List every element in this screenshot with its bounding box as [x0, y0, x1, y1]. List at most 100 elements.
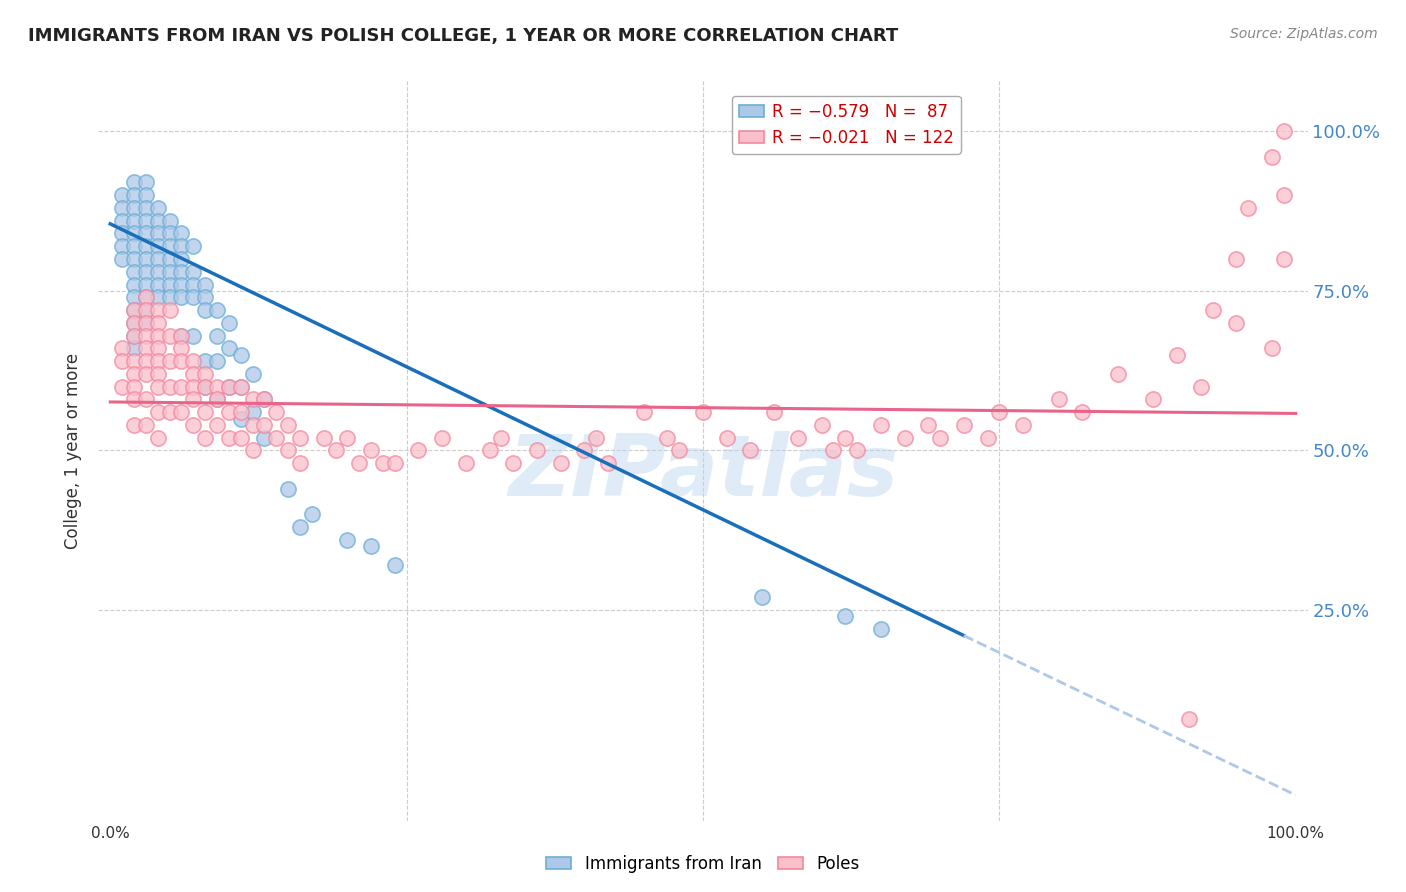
Point [1107, 367, 1129, 381]
Point [159, 328, 181, 343]
Point [1237, 201, 1260, 215]
Point [146, 201, 169, 215]
Point [181, 265, 204, 279]
Point [181, 417, 204, 432]
Point [194, 354, 217, 368]
Point [135, 277, 157, 292]
Point [194, 303, 217, 318]
Point [135, 239, 157, 253]
Point [288, 431, 311, 445]
Point [277, 443, 299, 458]
Point [1272, 188, 1295, 202]
Point [526, 443, 548, 458]
Point [170, 252, 193, 266]
Point [170, 379, 193, 393]
Point [122, 201, 145, 215]
Point [146, 227, 169, 241]
Point [135, 175, 157, 189]
Point [122, 354, 145, 368]
Point [229, 348, 252, 362]
Point [135, 303, 157, 318]
Point [1012, 417, 1035, 432]
Point [1272, 124, 1295, 138]
Point [253, 392, 276, 407]
Point [135, 252, 157, 266]
Point [893, 431, 915, 445]
Point [159, 227, 181, 241]
Point [146, 239, 169, 253]
Point [205, 417, 228, 432]
Point [253, 417, 276, 432]
Point [170, 354, 193, 368]
Point [135, 290, 157, 304]
Point [277, 482, 299, 496]
Point [159, 354, 181, 368]
Point [218, 379, 240, 393]
Point [264, 431, 287, 445]
Point [229, 379, 252, 393]
Point [1178, 712, 1201, 726]
Point [122, 392, 145, 407]
Point [122, 227, 145, 241]
Point [325, 443, 347, 458]
Point [170, 239, 193, 253]
Point [846, 443, 869, 458]
Point [146, 431, 169, 445]
Point [122, 328, 145, 343]
Point [692, 405, 714, 419]
Point [146, 316, 169, 330]
Point [170, 277, 193, 292]
Point [229, 431, 252, 445]
Point [122, 316, 145, 330]
Point [170, 342, 193, 356]
Point [170, 405, 193, 419]
Point [122, 188, 145, 202]
Point [869, 417, 891, 432]
Point [371, 456, 394, 470]
Point [159, 239, 181, 253]
Point [146, 405, 169, 419]
Point [384, 558, 406, 573]
Point [122, 379, 145, 393]
Point [194, 290, 217, 304]
Point [205, 392, 228, 407]
Point [111, 252, 134, 266]
Point [181, 290, 204, 304]
Point [170, 290, 193, 304]
Point [135, 265, 157, 279]
Point [869, 622, 891, 636]
Point [218, 379, 240, 393]
Point [1142, 392, 1164, 407]
Point [598, 456, 620, 470]
Point [181, 354, 204, 368]
Point [159, 303, 181, 318]
Point [834, 431, 856, 445]
Point [159, 405, 181, 419]
Point [205, 328, 228, 343]
Point [122, 290, 145, 304]
Point [135, 354, 157, 368]
Point [408, 443, 430, 458]
Point [288, 520, 311, 534]
Y-axis label: College, 1 year or more: College, 1 year or more [65, 352, 83, 549]
Point [657, 431, 679, 445]
Point [111, 379, 134, 393]
Point [111, 213, 134, 227]
Point [264, 405, 287, 419]
Point [1189, 379, 1212, 393]
Point [135, 417, 157, 432]
Point [135, 316, 157, 330]
Point [952, 417, 974, 432]
Point [159, 290, 181, 304]
Point [740, 443, 762, 458]
Point [122, 342, 145, 356]
Point [502, 456, 524, 470]
Point [135, 316, 157, 330]
Point [146, 354, 169, 368]
Point [194, 379, 217, 393]
Point [1166, 348, 1188, 362]
Point [146, 328, 169, 343]
Point [146, 252, 169, 266]
Point [205, 303, 228, 318]
Point [146, 213, 169, 227]
